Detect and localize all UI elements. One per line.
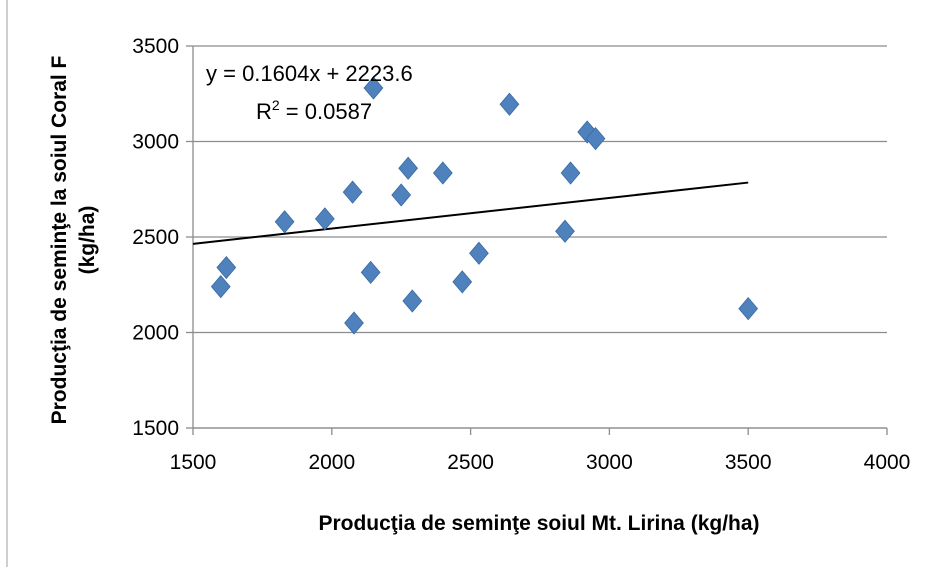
data-point: [210, 275, 231, 299]
x-tick-label: 3500: [725, 451, 772, 474]
data-point: [738, 297, 759, 321]
axis-layer: [186, 45, 888, 435]
x-tick-label: 1500: [170, 451, 217, 474]
x-tick-label: 3000: [586, 451, 633, 474]
y-tick-label: 2000: [132, 322, 179, 345]
data-point: [344, 311, 364, 335]
x-tick-label: 2500: [447, 451, 494, 474]
data-point: [342, 180, 363, 204]
data-point: [432, 161, 453, 185]
data-point: [585, 127, 606, 151]
x-tick-label: 2000: [308, 451, 355, 474]
data-point: [402, 289, 423, 313]
data-point: [469, 241, 489, 265]
label-layer: 1500 2000 2500 3000 3500 1500 2000 2500 3000 3500…: [132, 35, 910, 474]
y-tick-label: 3000: [132, 131, 179, 154]
y-axis-title-line2: (kg/ha): [76, 206, 99, 275]
trendline-equation: y = 0.1604x + 2223.6: [206, 61, 413, 86]
data-point: [216, 255, 237, 280]
data-point: [452, 270, 473, 294]
x-tick-label: 4000: [864, 451, 911, 474]
data-point: [398, 156, 419, 180]
r-squared-label: R2 = 0.0587: [256, 97, 372, 124]
data-point: [555, 219, 575, 243]
x-axis-title: Producţia de seminţe soiul Mt. Lirina (k…: [318, 512, 759, 535]
data-point: [499, 92, 520, 116]
data-point: [391, 183, 412, 207]
points-layer: [210, 76, 759, 335]
trendline: [192, 181, 749, 245]
y-tick-label: 2500: [132, 226, 179, 249]
y-axis-title-line1: Producţia de seminţe la soiul Coral F: [48, 55, 71, 424]
data-point: [360, 260, 381, 284]
data-point: [560, 161, 581, 185]
data-point: [314, 207, 335, 231]
y-tick-label: 1500: [132, 417, 179, 440]
y-tick-label: 3500: [132, 35, 179, 58]
trendline-layer: [192, 181, 749, 245]
data-point: [274, 210, 295, 234]
data-point: [363, 76, 384, 100]
